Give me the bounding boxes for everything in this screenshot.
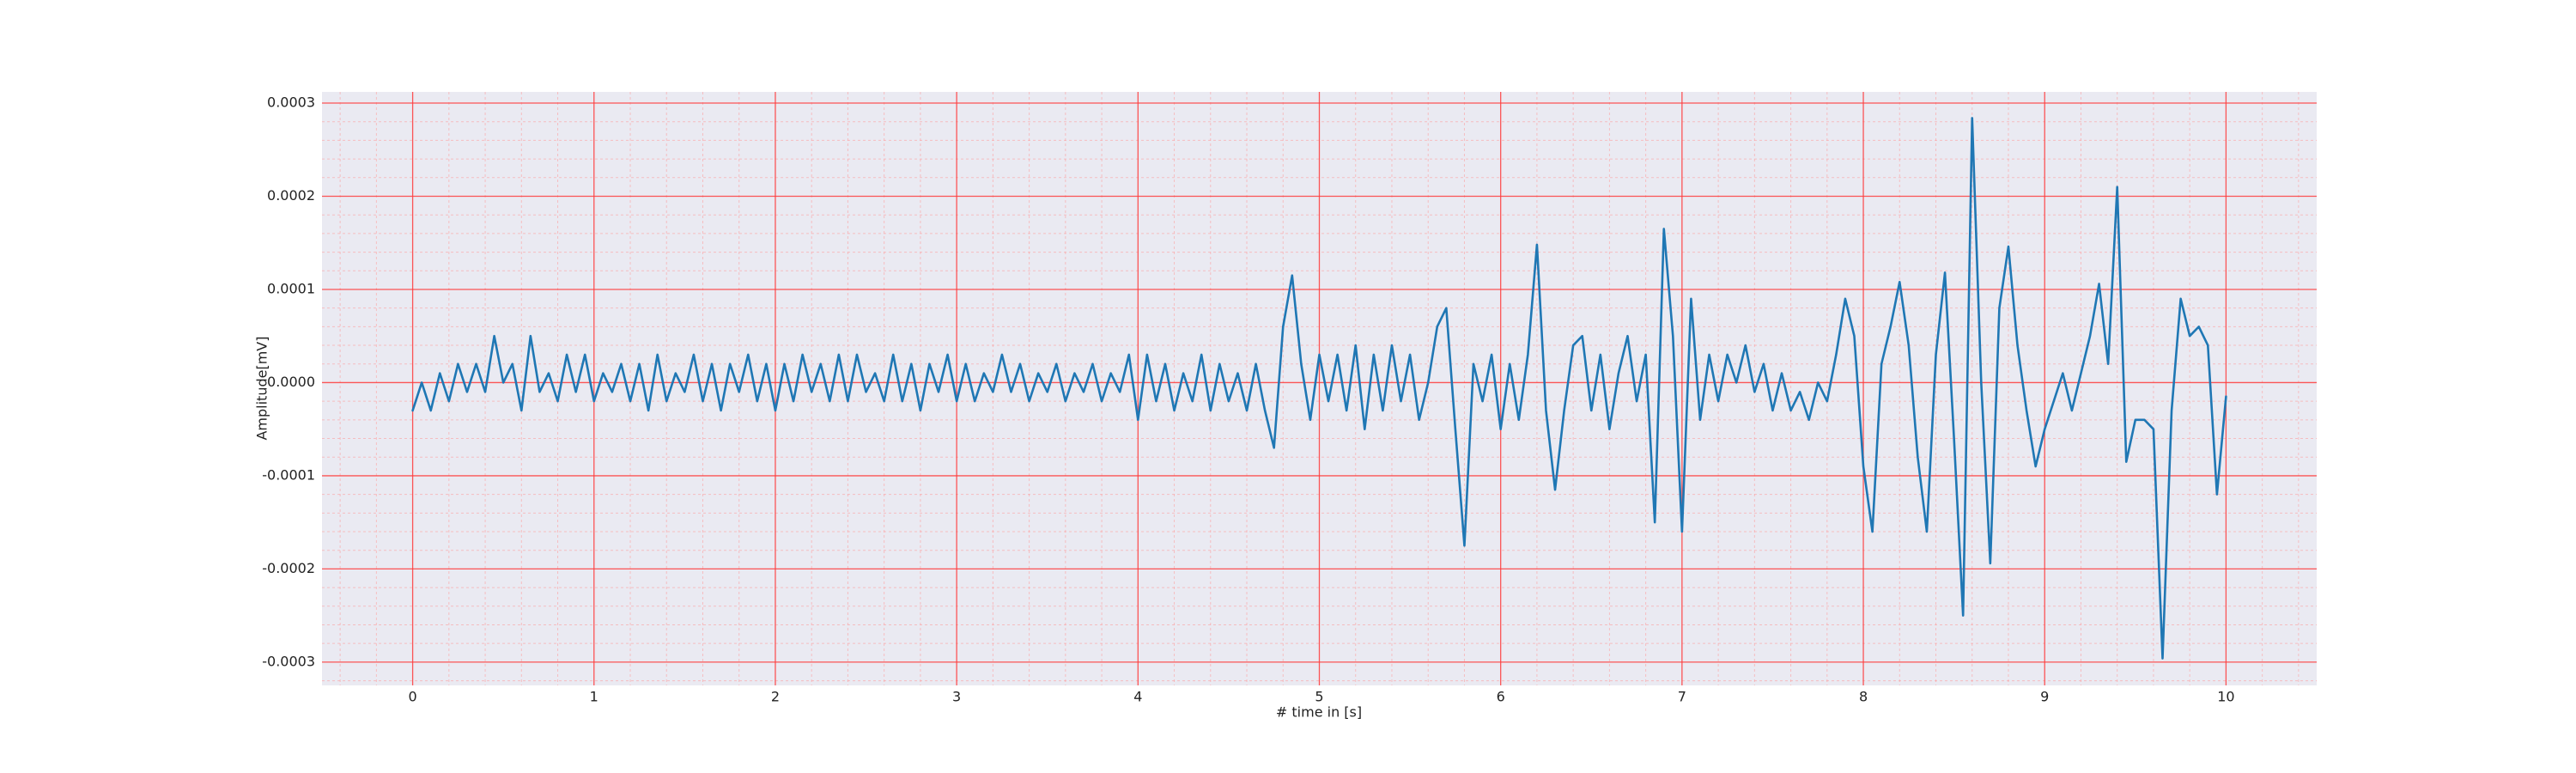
x-axis-label: # time in [s]: [1276, 704, 1362, 721]
x-tick-label: 9: [2040, 689, 2049, 705]
y-tick-label: -0.0001: [262, 466, 315, 483]
major-grid: [322, 92, 2317, 685]
y-axis-label: Amplitude[mV]: [254, 336, 270, 440]
x-tick-label: 5: [1315, 689, 1323, 705]
y-tick-label: 0.0003: [267, 94, 315, 111]
y-tick-label: 0.0001: [267, 280, 315, 296]
x-tick-label: 6: [1497, 689, 1505, 705]
x-tick-label: 8: [1859, 689, 1868, 705]
x-tick-label: 3: [952, 689, 961, 705]
tick-labels: 0 1 2 3 4 5 6 7 8 9 10 -0.0003 -0.0002 -0.0001 0.0000 0…: [262, 94, 2234, 705]
x-tick-label: 4: [1133, 689, 1142, 705]
x-tick-label: 10: [2217, 689, 2234, 705]
x-tick-label: 2: [771, 689, 780, 705]
x-tick-label: 1: [590, 689, 598, 705]
y-tick-label: -0.0002: [262, 560, 315, 576]
x-tick-label: 0: [408, 689, 416, 705]
data-lines: [411, 117, 2227, 660]
minor-grid: [322, 92, 2317, 685]
y-tick-label: 0.0002: [267, 187, 315, 204]
y-tick-label: -0.0003: [262, 653, 315, 669]
x-tick-label: 7: [1678, 689, 1686, 705]
y-tick-label: 0.0000: [267, 374, 315, 390]
data-line: [411, 117, 2227, 660]
